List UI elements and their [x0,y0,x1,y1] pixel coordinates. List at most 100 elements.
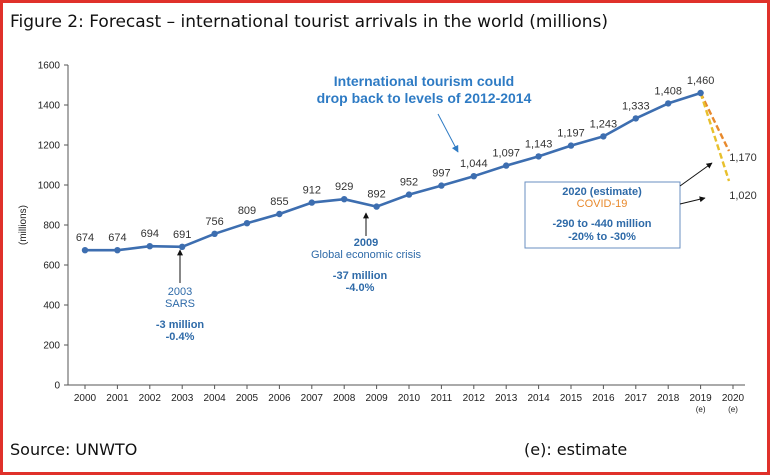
data-label: 892 [367,189,385,201]
crisis-label: Global economic crisis [311,249,422,261]
data-point [276,210,283,218]
data-point [438,182,445,189]
x-tick-label: 2014 [527,393,550,404]
y-tick-label: 1600 [38,61,61,72]
data-label: 1,243 [590,118,618,130]
data-point [146,243,153,250]
data-point [470,173,477,180]
series-main [81,89,704,254]
data-label: 1,460 [687,75,715,87]
forecast-label: 1,020 [729,190,757,202]
figure-title: Figure 2: Forecast – international touri… [10,12,609,32]
data-label: 1,044 [460,158,488,170]
crisis-year: 2009 [354,237,378,249]
covid-arrow-upper [679,162,713,187]
data-label: 1,143 [525,138,553,150]
covid-box [524,181,681,249]
y-tick-label: 600 [43,261,60,272]
source-note: Source: UNWTO [10,440,138,459]
forecast-label: 1,170 [729,152,757,164]
data-label: 1,333 [622,100,650,112]
forecast-lines: 1,170 1,020 [699,92,757,202]
data-label: 997 [432,168,450,180]
data-point [341,196,348,203]
x-tick-label: 2006 [268,393,291,404]
data-labels: 674 674 694 691 756 809 855 912 929 892 952 997 1,04… [76,75,715,244]
sars-change: -3 million [156,319,205,331]
y-tick-label: 1000 [38,181,61,192]
x-tick-label: 2007 [301,393,324,404]
headline-line-1: International tourism could [334,73,514,89]
x-tick-label: 2011 [431,393,453,404]
data-label: 912 [303,185,321,197]
data-point [503,162,510,169]
data-point [81,247,89,254]
x-tick-label: 2015 [560,393,583,404]
x-tick-label: 2005 [236,393,259,404]
x-tick-label: 2004 [203,393,226,404]
crisis-change: -37 million [333,270,388,282]
data-point [665,100,672,107]
data-point [373,203,380,210]
y-tick-label: 400 [43,301,60,312]
y-ticks: 0 200 400 600 800 1000 1200 1400 1600 [38,61,68,392]
data-label: 674 [76,232,94,244]
headline-arrow [437,113,459,153]
data-label: 809 [238,205,256,217]
x-tick-label: 2012 [463,393,486,404]
data-label: 756 [205,216,223,228]
sars-year: 2003 [168,286,192,298]
x-tick-label: 2018 [657,393,680,404]
data-point [179,243,186,250]
y-tick-label: 1200 [38,141,61,152]
covid-arrow-lower [679,196,706,205]
covid-box-pct: -20% to -30% [568,231,636,243]
forecast-line [699,92,731,152]
x-tick-label: 2009 [365,393,388,404]
data-label: 674 [108,232,126,244]
headline-line-2: drop back to levels of 2012-2014 [317,90,532,106]
data-label: 929 [335,181,353,193]
x-tick-label: 2008 [333,393,356,404]
estimate-note: (e): estimate [524,440,628,459]
x-tick-label: 2001 [106,393,129,404]
x-tick-label: 2000 [74,393,97,404]
data-point [567,142,575,149]
covid-box-title: 2020 (estimate) [562,186,642,198]
estimate-mark: (e) [728,405,738,414]
sars-pct: -0.4% [166,331,195,343]
estimate-mark: (e) [696,405,706,414]
x-ticks: 2000 2001 2002 2003 2004 2005 2006 2007 2008 2009… [74,385,745,414]
data-label: 952 [400,177,418,189]
forecast-line [699,92,731,182]
data-label: 691 [173,229,191,241]
data-label: 694 [141,228,159,240]
x-tick-label: 2017 [625,393,648,404]
data-point [600,133,607,140]
x-tick-label: 2016 [592,393,615,404]
x-tick-label: 2013 [495,393,518,404]
data-point [632,115,639,122]
data-point [308,199,315,206]
data-label: 855 [270,196,288,208]
x-tick-label: 2010 [398,393,421,404]
data-point [211,230,218,237]
y-tick-label: 0 [54,381,60,392]
data-point [243,220,251,227]
crisis-pct: -4.0% [346,282,375,294]
data-label: 1,408 [654,85,682,97]
series-line [85,91,701,252]
data-point [405,191,413,198]
sars-label: SARS [165,298,195,310]
data-label: 1,097 [492,148,520,160]
y-tick-label: 200 [43,341,60,352]
data-point [697,89,704,97]
x-tick-label: 2002 [139,393,162,404]
covid-box-label: COVID-19 [577,198,628,210]
data-point [114,247,121,254]
x-tick-label: 2020 [722,393,745,404]
x-tick-label: 2003 [171,393,194,404]
y-tick-label: 1400 [38,101,61,112]
